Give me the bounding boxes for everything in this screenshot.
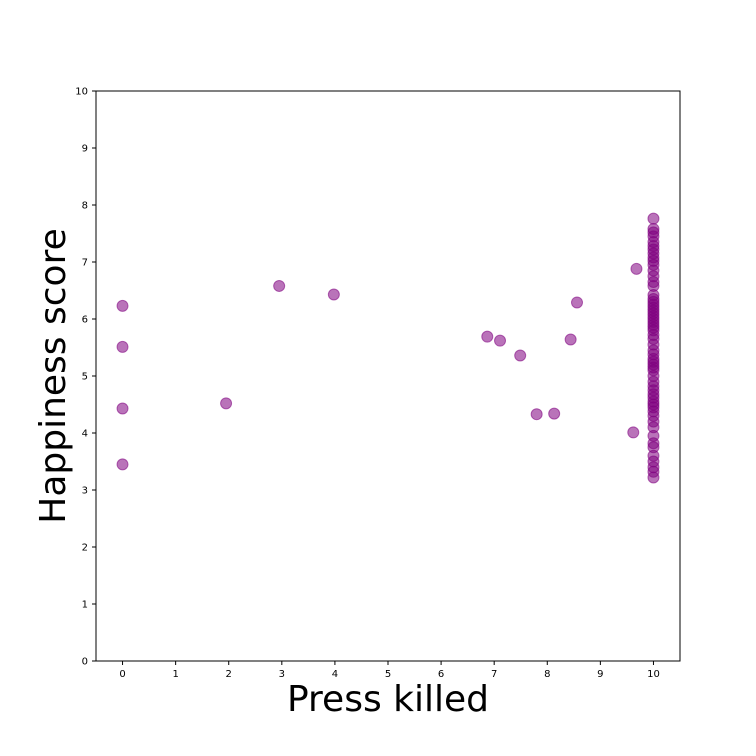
data-point <box>481 330 494 343</box>
y-tick-label: 10 <box>75 87 88 98</box>
x-axis-label: Press killed <box>287 679 489 720</box>
y-tick-label: 4 <box>82 429 88 440</box>
x-tick-label: 6 <box>438 669 444 680</box>
data-point <box>220 397 233 410</box>
data-point <box>647 212 660 225</box>
data-point <box>514 349 527 362</box>
x-axis-ticks: 0 1 2 3 4 5 6 7 8 9 10 <box>119 661 660 680</box>
y-axis-label: Happiness score <box>33 228 74 524</box>
y-tick-label: 8 <box>82 201 88 212</box>
data-point <box>530 408 543 421</box>
y-tick-label: 1 <box>82 600 88 611</box>
x-tick-label: 1 <box>172 669 178 680</box>
x-tick-label: 4 <box>332 669 338 680</box>
y-tick-label: 3 <box>82 486 88 497</box>
plot-area <box>96 91 680 661</box>
y-tick-label: 2 <box>82 543 88 554</box>
x-tick-label: 3 <box>279 669 285 680</box>
data-point <box>494 334 507 347</box>
x-tick-label: 2 <box>226 669 232 680</box>
x-tick-label: 10 <box>647 669 660 680</box>
data-point <box>647 471 660 484</box>
data-point <box>116 402 129 415</box>
y-axis-ticks: 0 1 2 3 4 5 6 7 8 9 10 <box>75 87 96 668</box>
y-tick-label: 7 <box>82 258 88 269</box>
data-point <box>116 340 129 353</box>
data-point <box>571 296 584 309</box>
data-point <box>627 426 640 439</box>
data-point <box>116 299 129 312</box>
x-tick-label: 0 <box>119 669 125 680</box>
y-tick-label: 6 <box>82 315 88 326</box>
x-tick-label: 7 <box>491 669 497 680</box>
y-tick-label: 0 <box>82 657 88 668</box>
y-tick-label: 9 <box>82 144 88 155</box>
data-point <box>116 458 129 471</box>
data-points <box>116 212 660 484</box>
x-tick-label: 8 <box>544 669 550 680</box>
x-tick-label: 9 <box>597 669 603 680</box>
data-point <box>273 279 286 292</box>
data-point <box>630 262 643 275</box>
data-point <box>564 333 577 346</box>
data-point <box>327 288 340 301</box>
y-tick-label: 5 <box>82 372 88 383</box>
x-tick-label: 5 <box>385 669 391 680</box>
data-point <box>548 407 561 420</box>
